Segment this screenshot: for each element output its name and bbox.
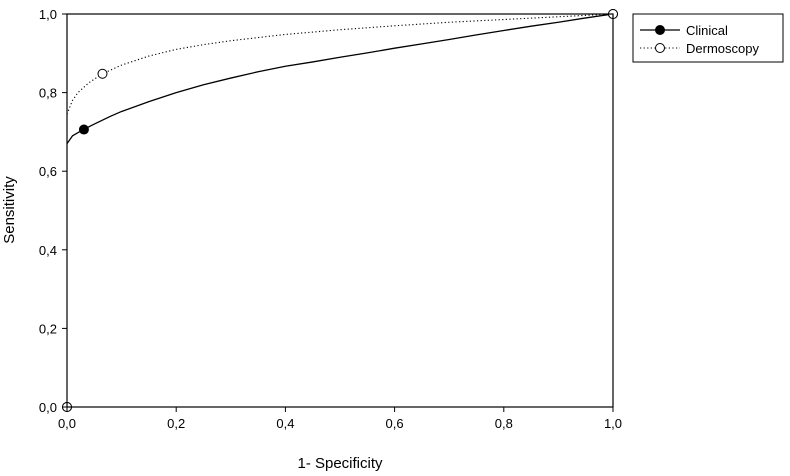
- x-tick-label: 0,0: [58, 416, 76, 431]
- series-line-dermoscopy: [66, 13, 614, 115]
- x-tick-label: 0,2: [167, 416, 185, 431]
- x-tick-label: 0,8: [495, 416, 513, 431]
- y-tick-label: 0,6: [39, 164, 57, 179]
- markers-layer: [62, 9, 618, 412]
- x-tick-label: 0,6: [386, 416, 404, 431]
- legend-marker-clinical: [655, 25, 665, 35]
- plot-frame: [66, 13, 614, 408]
- series-line-clinical: [66, 13, 614, 145]
- x-tick-label: 1,0: [604, 416, 622, 431]
- y-tick-label: 0,4: [39, 243, 57, 258]
- legend-box: [632, 13, 784, 63]
- y-axis-ticks: 0,0 0,2 0,4 0,6 0,8 1,0: [39, 7, 67, 415]
- y-tick-label: 0,2: [39, 321, 57, 336]
- legend-marker-dermoscopy: [655, 43, 665, 53]
- legend-label-dermoscopy: Dermoscopy: [686, 41, 759, 56]
- x-tick-label: 0,4: [276, 416, 294, 431]
- y-tick-label: 0,0: [39, 400, 57, 415]
- x-axis-ticks: 0,0 0,2 0,4 0,6 0,8 1,0: [58, 407, 622, 431]
- legend: Clinical Dermoscopy: [632, 13, 784, 63]
- y-tick-label: 1,0: [39, 7, 57, 22]
- data-point-clinical: [78, 124, 89, 135]
- data-point-dermoscopy: [97, 68, 108, 79]
- y-tick-label: 0,8: [39, 86, 57, 101]
- legend-label-clinical: Clinical: [686, 23, 728, 38]
- x-axis-label: 1- Specificity: [297, 455, 383, 472]
- y-axis-label: Sensitivity: [1, 176, 18, 244]
- curves-layer: [66, 13, 614, 145]
